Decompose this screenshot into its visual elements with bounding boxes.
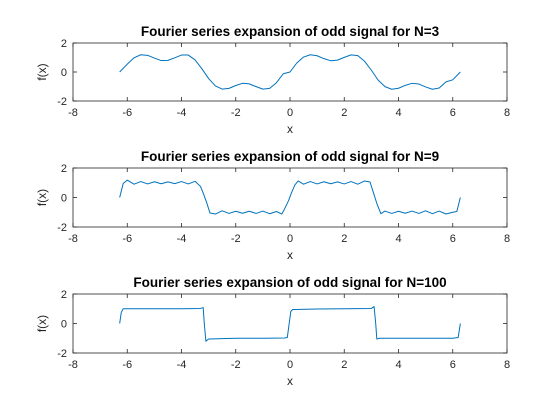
x-tick-label: 2 [341, 359, 347, 371]
x-tick-label: 4 [395, 359, 401, 371]
subplot-2: -8 -6 -4 -2 0 2 4 6 8 -2 0 2 Fourier series expansio… [35, 149, 510, 262]
x-tick-label: -4 [177, 233, 187, 245]
y-axis-label: f(x) [35, 189, 49, 206]
x-tick-label: 0 [287, 107, 293, 119]
x-tick-label: 0 [287, 233, 293, 245]
x-tick-label: -8 [68, 359, 78, 371]
x-tick-label: -2 [231, 107, 241, 119]
subplot-3: -8 -6 -4 -2 0 2 4 6 8 -2 0 2 Fourier series expansio… [35, 275, 510, 388]
x-tick-label: -6 [122, 359, 132, 371]
y-tick-label: 0 [61, 193, 67, 205]
y-tick-label: 0 [61, 319, 67, 331]
x-tick-label: 6 [450, 107, 456, 119]
y-tick-label: 2 [61, 163, 67, 175]
x-tick-label: 0 [287, 359, 293, 371]
x-tick-label: 8 [504, 233, 510, 245]
x-tick-label: -8 [68, 107, 78, 119]
x-axis-label: x [287, 122, 293, 136]
x-tick-label: 4 [395, 233, 401, 245]
series-line [119, 179, 461, 215]
x-axis-label: x [287, 248, 293, 262]
y-axis-label: f(x) [35, 63, 49, 80]
y-tick-label: 2 [61, 289, 67, 301]
y-axis-label: f(x) [35, 315, 49, 332]
series-line [119, 54, 461, 90]
x-tick-label: -6 [122, 233, 132, 245]
subplot-title: Fourier series expansion of odd signal f… [141, 149, 439, 164]
x-tick-label: -4 [177, 359, 187, 371]
subplot-title: Fourier series expansion of odd signal f… [133, 275, 446, 290]
y-tick-label: 2 [61, 38, 67, 50]
x-tick-label: -2 [231, 359, 241, 371]
x-tick-label: -2 [231, 233, 241, 245]
x-tick-label: 8 [504, 107, 510, 119]
x-tick-label: 8 [504, 359, 510, 371]
y-tick-label: -2 [57, 222, 67, 234]
x-tick-label: 2 [341, 107, 347, 119]
series-line [119, 306, 461, 342]
subplot-1: -8 -6 -4 -2 0 2 4 6 8 -2 0 2 Fourier series expansio… [35, 24, 510, 136]
subplot-title: Fourier series expansion of odd signal f… [141, 24, 440, 39]
x-tick-label: -4 [177, 107, 187, 119]
y-tick-label: 0 [61, 67, 67, 79]
x-tick-label: -8 [68, 233, 78, 245]
x-tick-label: 4 [395, 107, 401, 119]
axes-box [72, 293, 508, 354]
x-tick-label: -6 [122, 107, 132, 119]
y-tick-label: -2 [57, 348, 67, 360]
x-tick-label: 2 [341, 233, 347, 245]
y-tick-label: -2 [57, 96, 67, 108]
x-tick-label: 6 [450, 359, 456, 371]
x-axis-label: x [287, 374, 293, 388]
x-tick-label: 6 [450, 233, 456, 245]
